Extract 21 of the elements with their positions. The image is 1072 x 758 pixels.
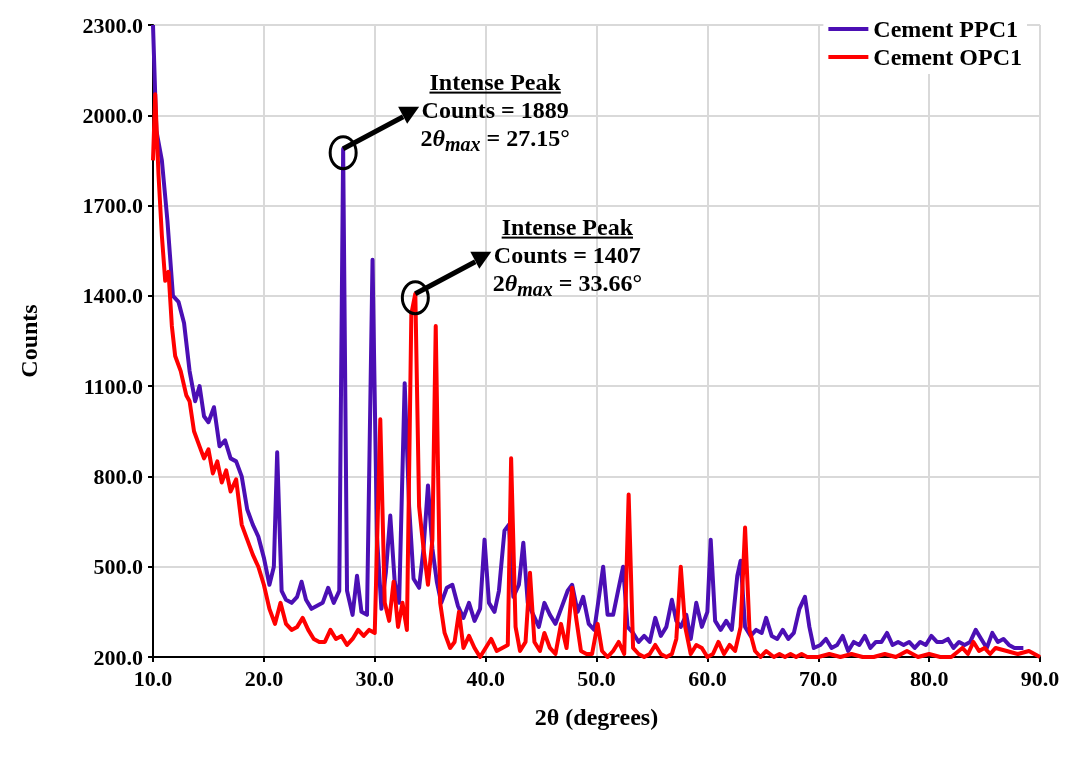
y-axis-title: Counts (16, 304, 42, 378)
x-tick-label: 30.0 (355, 665, 394, 691)
y-tick-label: 2000.0 (82, 102, 143, 128)
y-tick-label: 800.0 (93, 463, 143, 489)
y-tick-label: 1400.0 (82, 283, 143, 309)
y-tick-label: 500.0 (93, 554, 143, 580)
x-tick-label: 70.0 (799, 665, 838, 691)
x-tick-label: 60.0 (688, 665, 727, 691)
legend-label: Cement PPC1 (873, 16, 1018, 42)
x-tick-label: 80.0 (909, 665, 949, 691)
y-tick-label: 1700.0 (82, 193, 143, 219)
y-tick-label: 1100.0 (83, 373, 143, 399)
annotation: Intense Peak Counts = 1889 2θ$_{max}$ = 27.15° (420, 67, 570, 158)
legend-label: Cement OPC1 (873, 44, 1023, 70)
x-axis-title: 2θ (degrees) (534, 704, 659, 730)
x-tick-label: 50.0 (577, 665, 616, 691)
x-tick-label: 40.0 (466, 665, 505, 691)
y-tick-label: 2300.0 (82, 12, 143, 38)
annotation: Intense Peak Counts = 1407 2θ$_{max}$ = 33.66° (492, 212, 642, 303)
x-tick-label: 90.0 (1020, 665, 1060, 691)
x-tick-label: 20.0 (244, 665, 284, 691)
